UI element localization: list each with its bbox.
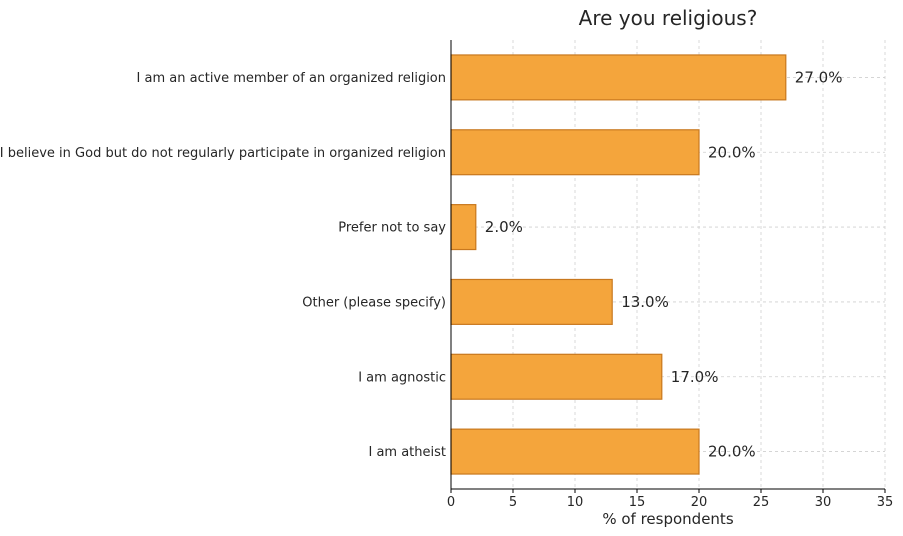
x-axis-label: % of respondents [602, 510, 733, 528]
x-tick-label: 35 [877, 495, 894, 510]
x-tick-label: 30 [815, 495, 832, 510]
bar [450, 129, 700, 176]
value-label: 2.0% [485, 218, 523, 236]
x-tick-label: 20 [691, 495, 708, 510]
bar [450, 204, 477, 251]
category-label: I am an active member of an organized re… [137, 71, 446, 86]
category-labels: I am an active member of an organized re… [0, 71, 446, 460]
category-label: Prefer not to say [338, 221, 446, 236]
value-label: 20.0% [708, 143, 756, 161]
axes [450, 40, 886, 493]
x-tick-label: 10 [567, 495, 584, 510]
value-label: 27.0% [795, 68, 843, 86]
category-label: I am agnostic [358, 370, 446, 385]
chart-title: Are you religious? [579, 6, 758, 30]
x-tick-label: 15 [629, 495, 646, 510]
bar [450, 54, 787, 101]
value-label: 20.0% [708, 443, 756, 461]
x-tick-labels: 0 5 10 15 20 25 30 35 [447, 495, 893, 510]
value-label: 17.0% [671, 368, 719, 386]
x-tick-label: 0 [447, 495, 455, 510]
value-label: 13.0% [621, 293, 669, 311]
bar [450, 428, 700, 475]
grid-lines [451, 40, 886, 489]
category-label: Other (please specify) [302, 295, 446, 310]
x-tick-label: 25 [753, 495, 770, 510]
bars [450, 54, 787, 475]
bar [450, 278, 613, 325]
value-labels: 27.0% 20.0% 2.0% 13.0% 17.0% 20.0% [485, 68, 843, 460]
category-label: I believe in God but do not regularly pa… [0, 146, 446, 161]
bar [450, 353, 663, 400]
x-tick-label: 5 [509, 495, 517, 510]
category-label: I am atheist [368, 445, 446, 460]
